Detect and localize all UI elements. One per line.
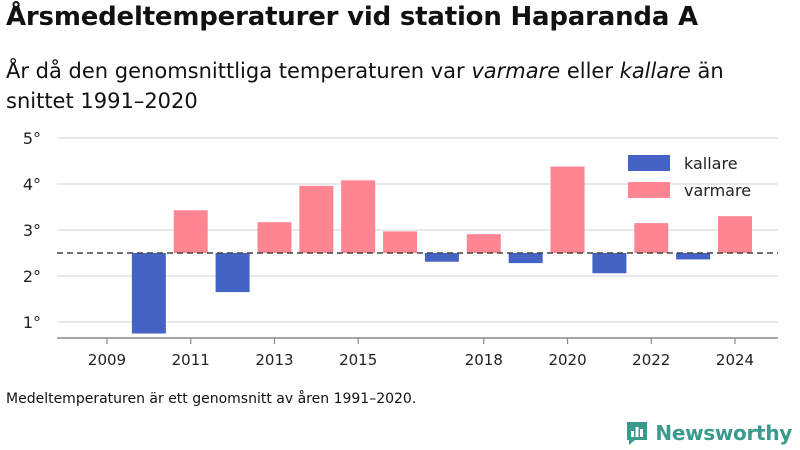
bar-colder [131, 253, 166, 334]
x-tick-label: 2015 [339, 351, 377, 369]
subtitle-warmer-word: varmare [471, 59, 561, 83]
bar-warmer [299, 185, 334, 253]
subtitle-text-3: än snittet 1991–2020 [6, 59, 724, 113]
y-tick-label: 4° [23, 175, 41, 194]
bar-warmer [173, 210, 208, 253]
bar-warmer [383, 231, 418, 253]
bar-colder [592, 253, 627, 274]
x-tick-label: 2020 [548, 351, 586, 369]
legend-swatch-warmer [628, 182, 670, 198]
y-tick-label: 2° [23, 267, 41, 286]
bar-warmer [718, 216, 752, 253]
bar-colder [508, 253, 543, 264]
x-tick-label: 2024 [716, 351, 754, 369]
legend-label-colder: kallare [684, 154, 738, 173]
x-tick-label: 2013 [255, 351, 293, 369]
footnote: Medeltemperaturen är ett genomsnitt av å… [6, 391, 417, 407]
y-tick-label: 5° [23, 129, 41, 148]
x-tick-label: 2009 [88, 351, 126, 369]
subtitle-colder-word: kallare [619, 59, 691, 83]
chart-subtitle: År då den genomsnittliga temperaturen va… [6, 56, 786, 116]
newsworthy-logo-text: Newsworthy [655, 421, 792, 445]
x-tick-label: 2022 [632, 351, 670, 369]
chart-title: Årsmedeltemperaturer vid station Haparan… [6, 2, 698, 32]
y-tick-label: 3° [23, 221, 41, 240]
y-tick-label: 1° [23, 313, 41, 332]
x-tick-label: 2011 [172, 351, 210, 369]
subtitle-text-1: År då den genomsnittliga temperaturen va… [6, 59, 472, 83]
legend-swatch-colder [628, 155, 670, 171]
bar-colder [424, 253, 459, 262]
legend-label-warmer: varmare [684, 181, 751, 200]
subtitle-text-2: eller [560, 59, 620, 83]
bar-colder [215, 253, 250, 293]
x-tick-label: 2018 [465, 351, 503, 369]
bar-warmer [634, 223, 669, 253]
bar-warmer [466, 234, 501, 253]
newsworthy-logo: Newsworthy [625, 420, 792, 446]
newsworthy-logo-icon [627, 422, 648, 445]
bar-warmer [257, 222, 292, 253]
bar-warmer [341, 180, 376, 253]
bar-colder [676, 253, 711, 260]
bar-warmer [550, 166, 585, 253]
